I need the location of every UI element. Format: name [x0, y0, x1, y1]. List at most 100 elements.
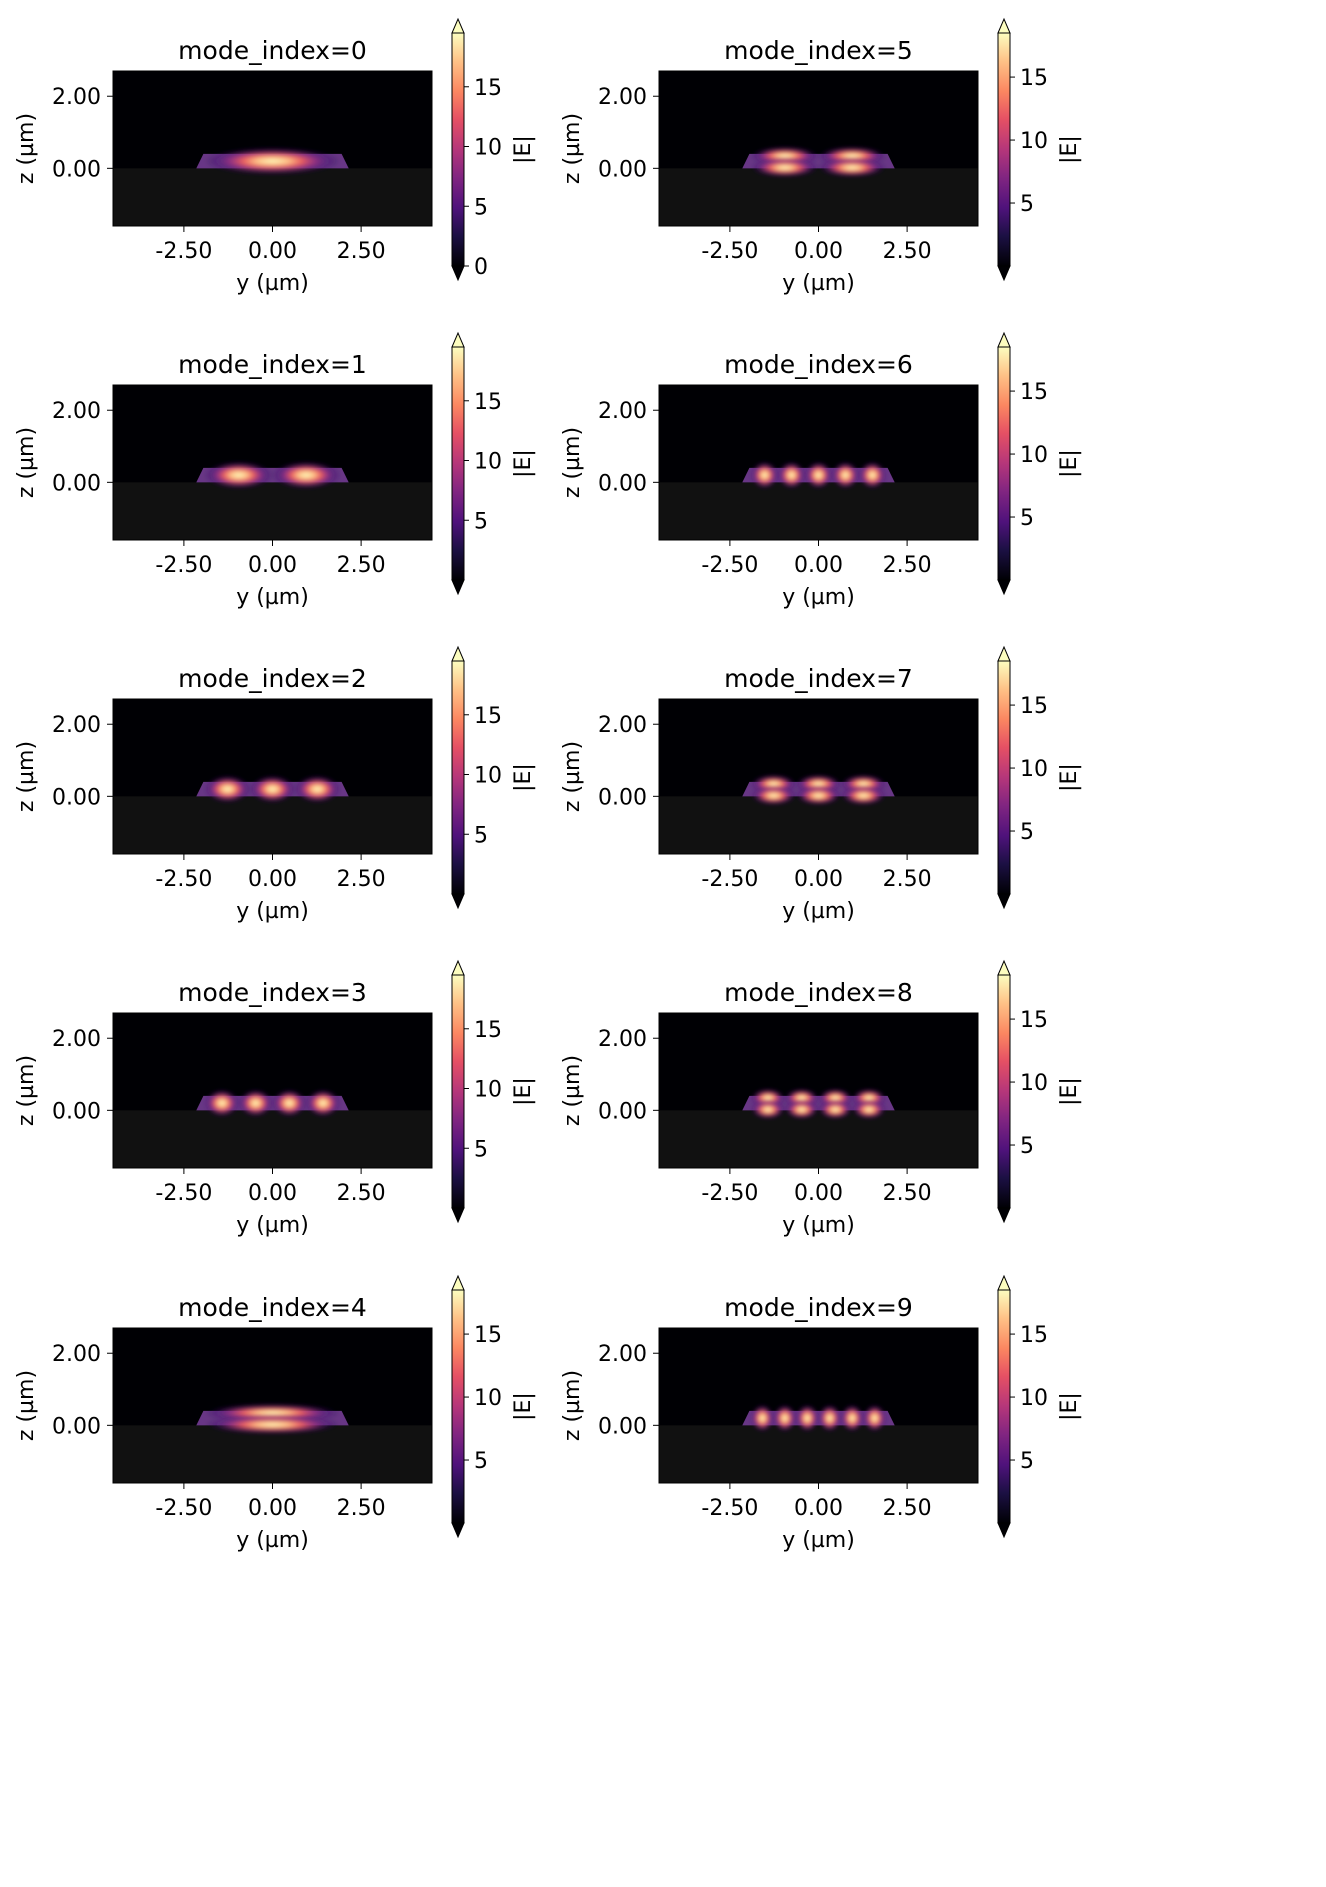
subplot-title: mode_index=5 — [724, 36, 913, 65]
subplot-title: mode_index=4 — [178, 1293, 367, 1322]
y-axis-label: z (µm) — [14, 1370, 39, 1441]
colorbar-frame — [997, 1289, 1011, 1524]
x-axis-label: y (µm) — [782, 899, 855, 924]
colorbar: 5 10 15 |E| — [451, 645, 536, 910]
substrate-region — [113, 1425, 432, 1483]
colorbar-label: |E| — [1057, 135, 1082, 164]
x-axis-label: y (µm) — [236, 585, 309, 610]
field-lobe — [818, 1100, 853, 1119]
y-axis-label: z (µm) — [14, 113, 39, 184]
colorbar: 5 10 15 |E| — [997, 1274, 1082, 1539]
x-tick-label: 0.00 — [794, 867, 843, 892]
colorbar-label: |E| — [511, 449, 536, 478]
field-heatmap — [659, 385, 978, 540]
field-lobe — [852, 1100, 886, 1119]
colorbar: 5 10 15 |E| — [997, 959, 1082, 1224]
substrate-region — [113, 796, 432, 854]
field-lobe — [751, 786, 797, 805]
colorbar-tick-label: 5 — [1020, 1449, 1034, 1474]
field-heatmap — [113, 1328, 432, 1483]
colorbar-extend-max — [997, 645, 1011, 662]
field-heatmap — [659, 1013, 978, 1168]
x-axis-label: y (µm) — [782, 271, 855, 296]
field-lobe — [751, 1404, 774, 1432]
field-lobe — [778, 461, 806, 489]
colorbar-tick-label: 15 — [1020, 66, 1048, 91]
colorbar-frame — [997, 32, 1011, 267]
field-lobe — [805, 461, 832, 489]
colorbar-frame — [451, 346, 465, 581]
subplot-title: mode_index=0 — [178, 36, 367, 65]
colorbar-tick-label: 15 — [474, 390, 502, 415]
field-heatmap — [113, 385, 432, 540]
colorbar-tick-label: 15 — [1020, 1323, 1048, 1348]
x-tick-label: -2.50 — [155, 1181, 212, 1206]
y-axis-label: z (µm) — [14, 741, 39, 812]
colorbar: 5 10 15 |E| — [997, 17, 1082, 282]
colorbar-frame — [997, 346, 1011, 581]
colorbar-label: |E| — [1057, 763, 1082, 792]
x-axis-label: y (µm) — [236, 1528, 309, 1553]
subplot-title: mode_index=1 — [178, 350, 367, 379]
y-tick-label: 0.00 — [598, 471, 647, 496]
colorbar-tick-label: 15 — [474, 1323, 502, 1348]
colorbar-tick-label: 15 — [1020, 380, 1048, 405]
field-heatmap — [659, 1328, 978, 1483]
field-lobe — [250, 775, 295, 803]
subplot-mode-7: mode_index=8 -2.50 0.00 2.50 2.00 0.00 y (µm) z… — [560, 959, 1082, 1238]
field-lobe — [840, 1404, 864, 1432]
field-lobe — [205, 1415, 340, 1434]
y-tick-label: 2.00 — [598, 85, 647, 110]
y-tick-label: 2.00 — [52, 85, 101, 110]
colorbar-extend-max — [451, 959, 465, 976]
colorbar-extend-max — [451, 645, 465, 662]
colorbar-extend-max — [451, 17, 465, 34]
field-lobe — [831, 461, 859, 489]
x-tick-label: -2.50 — [155, 867, 212, 892]
x-tick-label: 2.50 — [337, 867, 386, 892]
x-tick-label: 2.50 — [337, 1496, 386, 1521]
colorbar-extend-max — [451, 1274, 465, 1291]
colorbar-extend-min — [997, 265, 1011, 282]
subplot-title: mode_index=6 — [724, 350, 913, 379]
colorbar-extend-min — [997, 1522, 1011, 1539]
x-tick-label: 0.00 — [794, 239, 843, 264]
colorbar-tick-label: 10 — [474, 764, 502, 789]
x-tick-label: 0.00 — [794, 553, 843, 578]
colorbar-frame — [997, 660, 1011, 895]
colorbar-extend-min — [451, 1207, 465, 1224]
y-tick-label: 0.00 — [598, 785, 647, 810]
colorbar-gradient — [452, 33, 464, 266]
field-lobe — [306, 1089, 340, 1117]
x-tick-label: 0.00 — [794, 1496, 843, 1521]
field-lobe — [751, 158, 819, 177]
colorbar-tick-label: 10 — [1020, 1071, 1048, 1096]
colorbar-tick-label: 5 — [1020, 192, 1034, 217]
colorbar-tick-label: 15 — [474, 76, 502, 101]
colorbar-label: |E| — [511, 135, 536, 164]
colorbar: 5 10 15 |E| — [997, 645, 1082, 910]
field-heatmap — [659, 699, 978, 854]
colorbar: 5 10 15 |E| — [451, 959, 536, 1224]
y-tick-label: 0.00 — [598, 1099, 647, 1124]
colorbar-tick-label: 15 — [474, 1018, 502, 1043]
colorbar-tick-label: 5 — [474, 823, 488, 848]
colorbar-tick-label: 5 — [1020, 820, 1034, 845]
field-lobe — [818, 1404, 841, 1432]
y-tick-label: 2.00 — [598, 1342, 647, 1367]
field-heatmap — [113, 1013, 432, 1168]
y-axis-label: z (µm) — [560, 741, 585, 812]
substrate-region — [659, 1425, 978, 1483]
colorbar-extend-max — [997, 331, 1011, 348]
x-tick-label: 0.00 — [248, 239, 297, 264]
y-tick-label: 2.00 — [598, 713, 647, 738]
colorbar-frame — [451, 974, 465, 1209]
y-tick-label: 0.00 — [52, 471, 101, 496]
x-tick-label: 2.50 — [883, 867, 932, 892]
x-tick-label: 0.00 — [248, 1181, 297, 1206]
colorbar-extend-min — [451, 893, 465, 910]
subplot-mode-3: mode_index=6 -2.50 0.00 2.50 2.00 0.00 y (µm) z… — [560, 331, 1082, 610]
colorbar-gradient — [452, 661, 464, 894]
colorbar-gradient — [452, 347, 464, 580]
colorbar-extend-min — [451, 265, 465, 282]
